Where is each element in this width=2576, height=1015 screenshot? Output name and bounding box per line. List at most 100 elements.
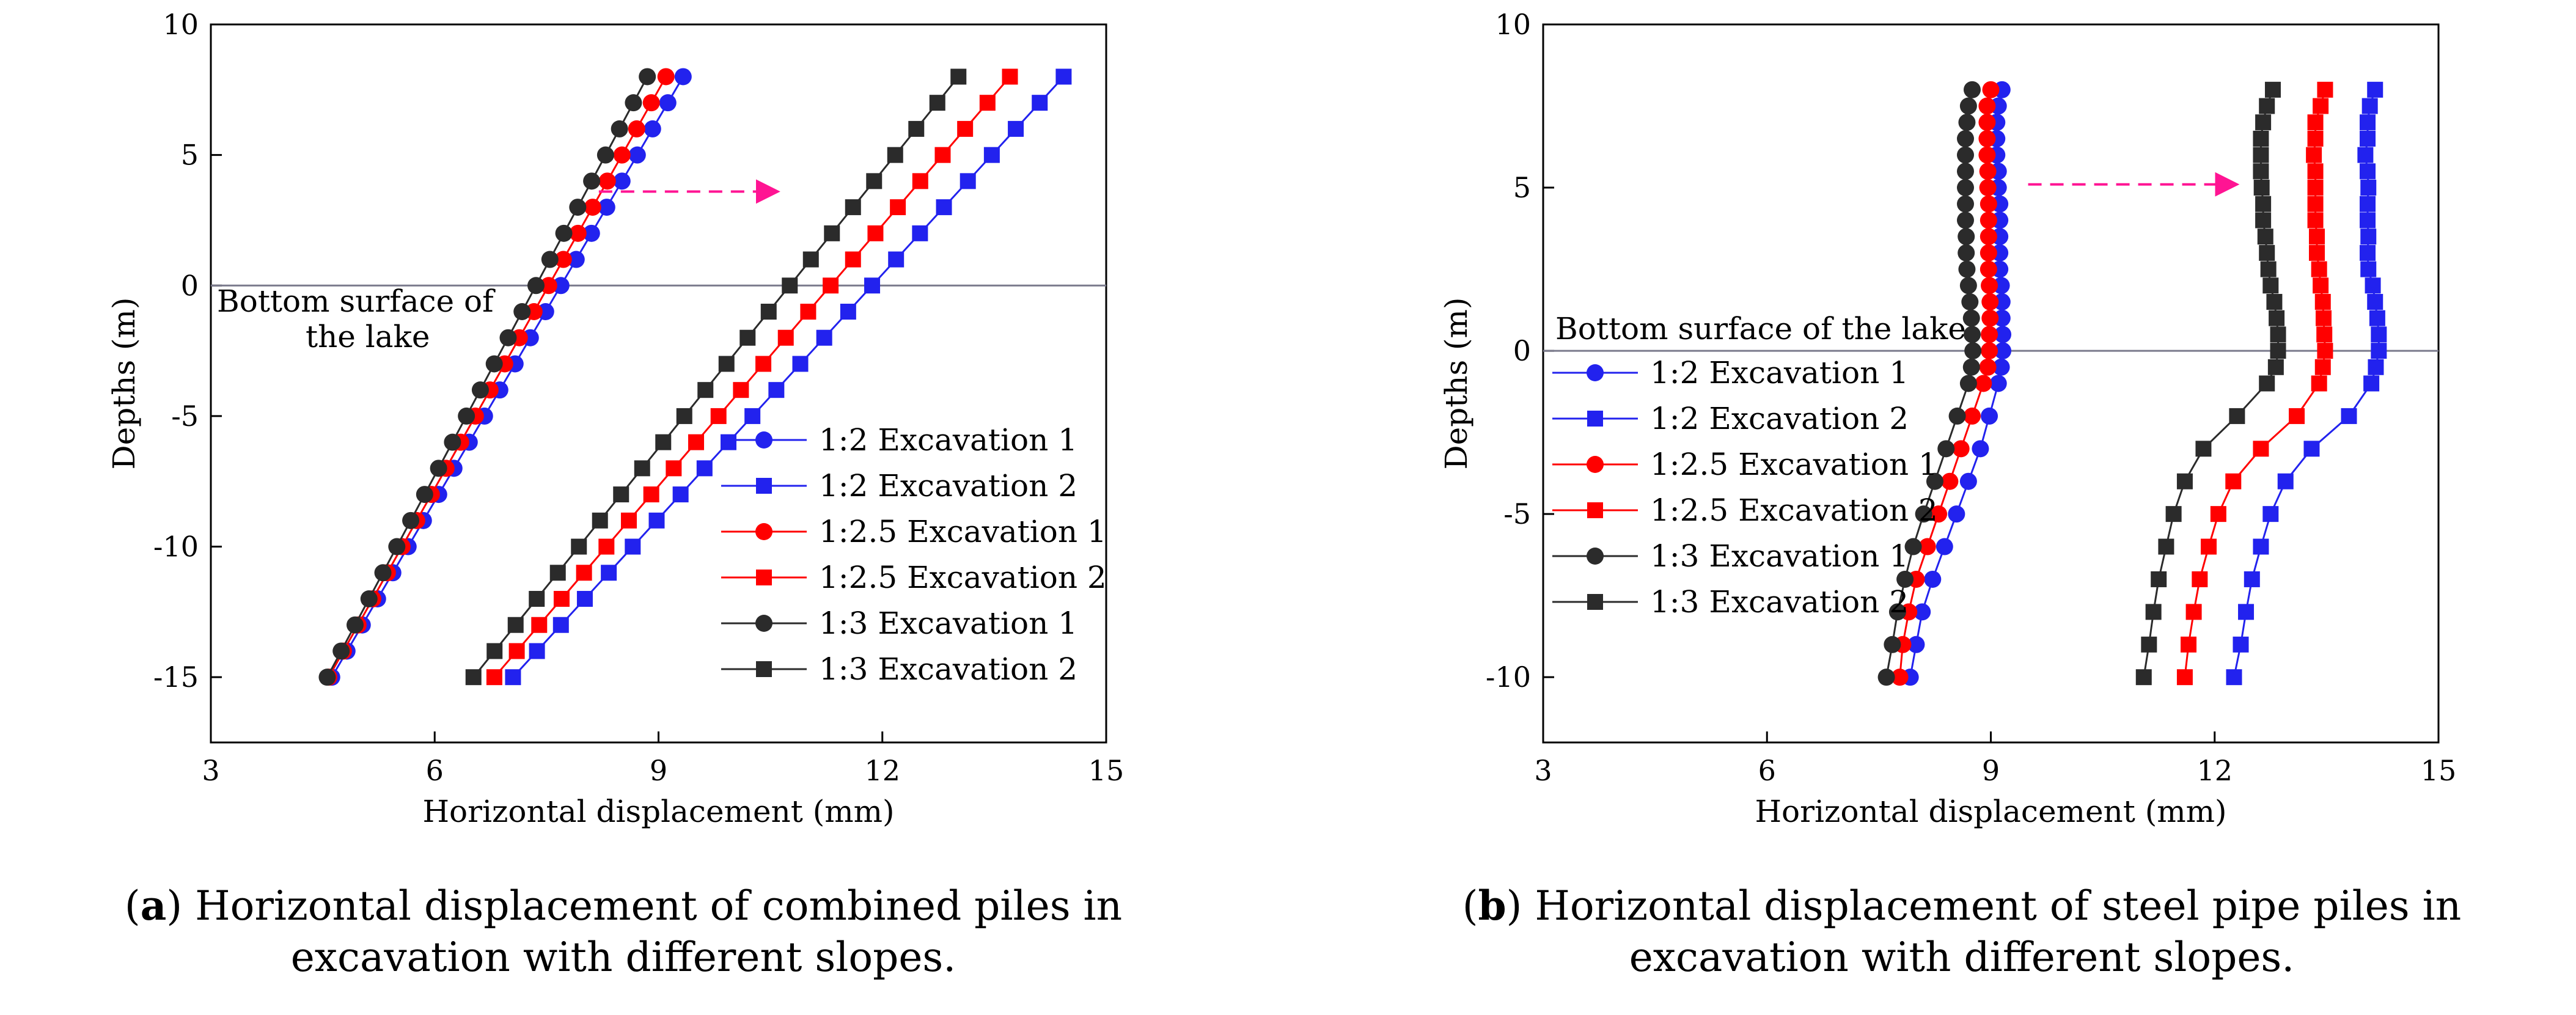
data-point bbox=[2225, 473, 2242, 489]
lake-bottom-label: Bottom surface of the lake bbox=[1555, 311, 1966, 346]
data-point bbox=[2316, 326, 2333, 343]
legend-label: 1:2 Excavation 2 bbox=[819, 468, 1077, 504]
data-point bbox=[2360, 244, 2376, 261]
data-point bbox=[2210, 506, 2226, 522]
data-point bbox=[2317, 81, 2333, 98]
data-point bbox=[1979, 163, 1997, 180]
data-point bbox=[1981, 407, 1998, 425]
data-point bbox=[2309, 229, 2325, 245]
data-point bbox=[688, 434, 705, 450]
data-point bbox=[979, 95, 996, 111]
data-point bbox=[525, 303, 543, 320]
data-point bbox=[2270, 343, 2286, 359]
data-point bbox=[596, 146, 614, 164]
data-point bbox=[1981, 293, 1999, 310]
data-point bbox=[2307, 130, 2324, 147]
series-line bbox=[326, 76, 648, 678]
data-point bbox=[845, 251, 861, 268]
data-point bbox=[499, 329, 517, 346]
data-point bbox=[1956, 130, 1974, 147]
data-point bbox=[674, 68, 692, 86]
data-point bbox=[888, 251, 905, 268]
data-point bbox=[555, 224, 573, 242]
data-point bbox=[777, 329, 794, 346]
legend-marker bbox=[755, 431, 772, 449]
lake-bottom-label: Bottom surface of bbox=[217, 284, 496, 319]
data-point bbox=[529, 591, 545, 607]
data-point bbox=[1980, 195, 1997, 213]
data-point bbox=[666, 460, 682, 477]
data-point bbox=[2200, 538, 2217, 555]
data-point bbox=[2233, 636, 2249, 653]
data-point bbox=[2289, 408, 2305, 424]
data-point bbox=[1962, 358, 1980, 376]
data-point bbox=[2176, 473, 2193, 489]
data-point bbox=[696, 460, 713, 477]
data-point bbox=[416, 486, 433, 504]
data-point bbox=[2165, 506, 2182, 522]
data-point bbox=[2264, 81, 2281, 98]
data-point bbox=[1936, 538, 1953, 555]
data-point bbox=[2192, 571, 2208, 587]
data-point bbox=[402, 511, 420, 529]
data-point bbox=[2226, 669, 2242, 686]
data-point bbox=[1964, 342, 1982, 360]
data-point bbox=[864, 277, 881, 294]
data-point bbox=[1008, 120, 1024, 137]
data-point bbox=[2365, 277, 2381, 294]
data-point bbox=[739, 329, 756, 346]
data-point bbox=[648, 512, 665, 529]
data-point bbox=[2315, 310, 2332, 326]
data-point bbox=[598, 172, 616, 190]
data-point bbox=[2244, 571, 2260, 587]
legend-marker bbox=[1587, 364, 1604, 381]
data-point bbox=[1963, 81, 1981, 98]
data-point bbox=[531, 617, 548, 633]
data-point bbox=[2176, 669, 2193, 686]
data-point bbox=[1924, 570, 1942, 588]
data-point bbox=[1963, 326, 1981, 343]
data-point bbox=[332, 642, 350, 660]
caption-a-label: a bbox=[140, 882, 167, 929]
data-point bbox=[1980, 228, 1997, 246]
legend-marker bbox=[756, 570, 772, 585]
data-point bbox=[1937, 440, 1955, 458]
chart-panel-a: 3 6 9 12 15 -15 -10 -5 0 5 10 Horizontal displaceme… bbox=[106, 8, 1124, 829]
data-point bbox=[2253, 163, 2269, 180]
data-point bbox=[553, 591, 570, 607]
caption-a-text: Horizontal displacement of combined pile… bbox=[195, 882, 1123, 981]
data-point bbox=[744, 408, 761, 424]
data-point bbox=[1979, 179, 1997, 197]
data-point bbox=[1961, 293, 1979, 310]
data-point bbox=[2185, 604, 2202, 620]
data-point bbox=[2360, 130, 2376, 147]
y-tick-label: -15 bbox=[153, 661, 199, 694]
data-point bbox=[540, 277, 557, 295]
data-point bbox=[824, 225, 840, 241]
data-point bbox=[583, 172, 601, 190]
data-point bbox=[1981, 309, 1999, 327]
y-axis-label: Depths (m) bbox=[1439, 298, 1474, 470]
data-point bbox=[718, 356, 735, 372]
data-point bbox=[2238, 604, 2255, 620]
data-point bbox=[2307, 180, 2324, 196]
data-point bbox=[2360, 196, 2376, 212]
legend-label: 1:2 Excavation 1 bbox=[1650, 355, 1909, 390]
data-point bbox=[2195, 441, 2212, 457]
data-point bbox=[2314, 359, 2331, 375]
data-point bbox=[1980, 211, 1997, 229]
data-point bbox=[567, 251, 585, 268]
data-point bbox=[613, 146, 631, 164]
data-point bbox=[710, 408, 727, 424]
legend-label: 1:2 Excavation 1 bbox=[819, 422, 1077, 458]
data-point bbox=[1958, 228, 1975, 246]
y-tick-label: 0 bbox=[1513, 334, 1531, 367]
data-point bbox=[346, 616, 364, 634]
data-point bbox=[1962, 309, 1980, 327]
data-point bbox=[625, 94, 642, 112]
data-point bbox=[1926, 472, 1943, 490]
data-point bbox=[2158, 538, 2174, 555]
data-point bbox=[2259, 375, 2275, 392]
data-point bbox=[2367, 81, 2383, 98]
data-point bbox=[508, 643, 525, 659]
